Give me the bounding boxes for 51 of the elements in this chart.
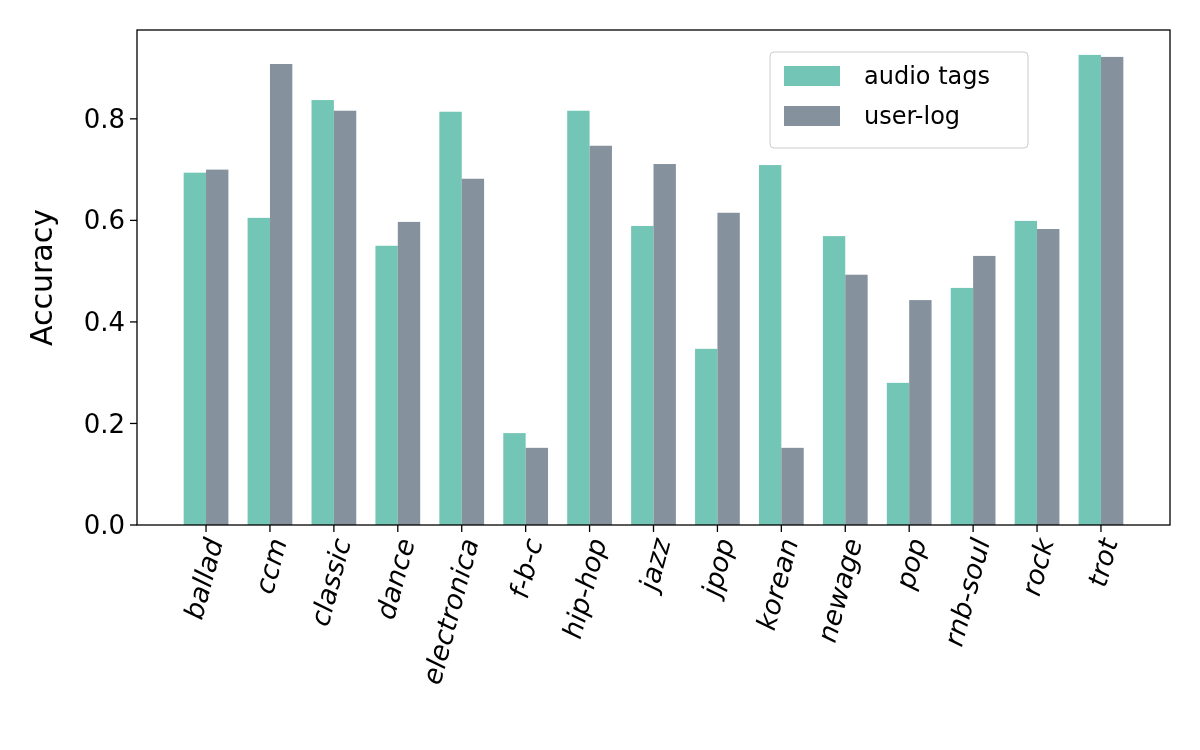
bar — [333, 110, 357, 525]
bar — [781, 447, 804, 525]
bar — [461, 178, 485, 525]
x-tick-label: korean — [750, 534, 805, 634]
x-tick-label: trot — [1081, 533, 1125, 591]
bar — [525, 447, 549, 525]
bar — [950, 287, 974, 525]
bar — [206, 169, 229, 525]
bar — [183, 172, 207, 525]
y-tick-label: 0.4 — [83, 307, 125, 338]
legend-label: user-log — [864, 102, 961, 131]
x-tick-label: rock — [1014, 533, 1061, 600]
bar — [909, 300, 932, 525]
y-tick-label: 0.2 — [83, 408, 125, 439]
bar — [758, 165, 782, 525]
bar — [375, 245, 398, 525]
bar — [1014, 220, 1038, 525]
bar — [886, 382, 910, 525]
bar — [247, 217, 270, 525]
x-tick-label: dance — [369, 534, 421, 623]
bar — [845, 274, 868, 525]
x-tick-label: jpop — [694, 534, 741, 604]
bar — [503, 433, 526, 525]
bar — [1037, 229, 1060, 525]
x-tick-label: ballad — [177, 534, 230, 623]
bar — [589, 145, 612, 525]
x-tick-label: newage — [810, 534, 869, 646]
y-tick-label: 0.8 — [83, 103, 125, 134]
bar — [717, 212, 740, 525]
bar — [397, 221, 421, 525]
bar — [1078, 54, 1101, 525]
x-tick-label: rnb-soul — [937, 534, 997, 650]
x-tick-label: pop — [888, 534, 933, 594]
bar — [311, 100, 334, 525]
x-tick-label: ccm — [248, 534, 293, 598]
y-axis-title: Accuracy — [24, 209, 59, 346]
bar — [439, 111, 462, 525]
bar — [695, 348, 718, 525]
bar — [973, 255, 996, 525]
bar — [567, 110, 590, 525]
bar — [269, 64, 293, 525]
x-tick-label: f-b-c — [502, 534, 549, 602]
y-tick-label: 0.6 — [83, 205, 125, 236]
bar — [822, 236, 846, 525]
y-tick-label: 0.0 — [83, 510, 125, 541]
x-tick-label: jazz — [631, 534, 677, 598]
legend-label: audio tags — [864, 62, 990, 91]
bar — [631, 225, 654, 525]
bar — [1100, 56, 1124, 525]
bar — [653, 164, 676, 525]
x-tick-label: classic — [303, 534, 357, 630]
